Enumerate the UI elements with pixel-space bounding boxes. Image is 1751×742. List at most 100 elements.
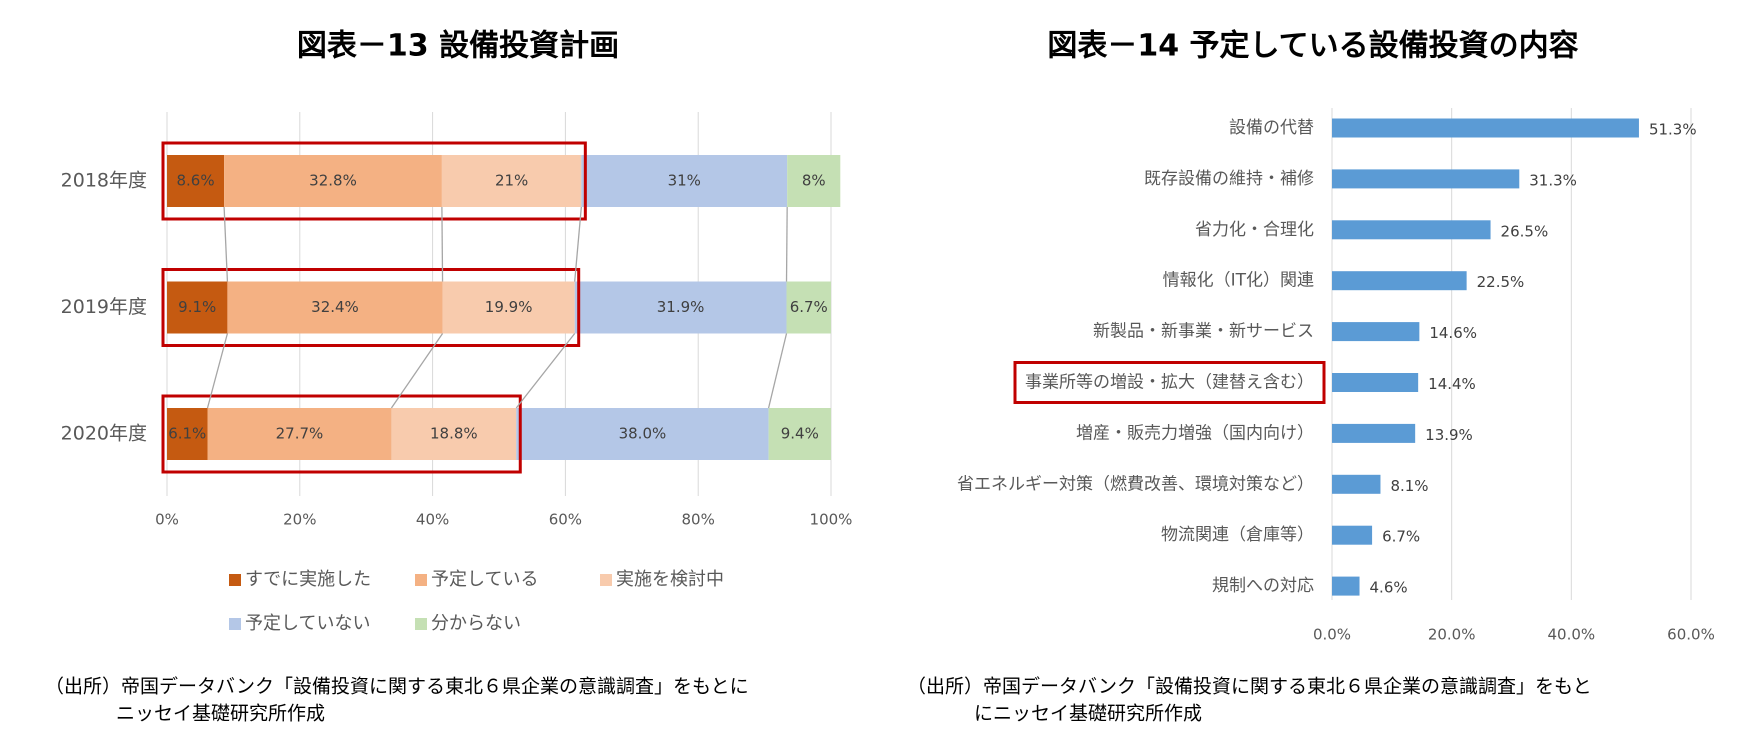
connector	[223, 206, 229, 282]
y-tick-label: 事業所等の増設・拡大（建替え含む）	[1025, 373, 1314, 393]
value-label: 22.5%	[1477, 273, 1525, 291]
value-label: 8.6%	[176, 172, 214, 190]
legend-swatch	[415, 618, 427, 630]
legend-label: すでに実施した	[245, 569, 371, 590]
legend-swatch	[415, 574, 427, 586]
bar	[1332, 373, 1419, 392]
y-tick-label: 2020年度	[61, 423, 147, 445]
bar-segment	[787, 155, 841, 207]
connector	[785, 206, 788, 282]
bar-segment	[768, 408, 831, 460]
x-tick-label: 20%	[283, 511, 316, 529]
bar-segment	[167, 155, 225, 207]
x-tick-label: 80%	[682, 511, 715, 529]
bar	[1332, 118, 1639, 138]
highlight-box	[1013, 361, 1326, 404]
y-tick-label: 新製品・新事業・新サービス	[1093, 322, 1314, 342]
value-label: 14.4%	[1428, 375, 1476, 393]
bar-segment	[516, 408, 769, 460]
bar-segment	[167, 281, 228, 334]
value-label: 32.4%	[311, 298, 359, 316]
bar-segment	[441, 155, 582, 207]
connector	[441, 206, 444, 282]
value-label: 13.9%	[1425, 426, 1473, 444]
y-tick-label: 省エネルギー対策（燃費改善、環境対策など）	[957, 474, 1314, 494]
x-tick-label: 60%	[549, 511, 582, 529]
value-label: 9.4%	[781, 425, 819, 443]
chart-title: 図表－13 設備投資計画	[297, 29, 619, 64]
bar	[1332, 474, 1381, 494]
bar	[1332, 423, 1416, 443]
source-note: ニッセイ基礎研究所作成	[116, 703, 325, 725]
chart-title: 図表－14 予定している設備投資の内容	[1047, 29, 1578, 64]
bar	[1332, 576, 1360, 596]
value-label: 8%	[802, 172, 826, 190]
highlight-box	[161, 141, 587, 221]
legend-label: 予定している	[431, 569, 538, 590]
x-tick-label: 100%	[810, 511, 853, 529]
x-tick-label: 60.0%	[1667, 626, 1715, 644]
value-label: 31%	[668, 172, 701, 190]
legend-swatch	[600, 574, 612, 586]
y-tick-label: 物流関連（倉庫等）	[1161, 525, 1314, 545]
value-label: 4.6%	[1370, 579, 1408, 597]
legend-label: 予定していない	[245, 613, 370, 634]
y-tick-label: 2019年度	[61, 296, 147, 318]
value-label: 6.7%	[790, 298, 828, 316]
bar-segment	[224, 155, 442, 207]
value-label: 9.1%	[178, 298, 216, 316]
y-tick-label: 増産・販売力増強（国内向け）	[1076, 423, 1314, 443]
value-label: 26.5%	[1501, 222, 1549, 240]
bar	[1332, 220, 1491, 240]
highlight-box	[161, 394, 522, 474]
connector	[574, 206, 582, 282]
legend-label: 実施を検討中	[616, 569, 724, 590]
bar-segment	[442, 281, 575, 334]
connector	[767, 333, 788, 409]
y-tick-label: 2018年度	[61, 170, 147, 192]
bar-segment	[574, 281, 787, 334]
y-tick-label: 情報化（IT化）関連	[1163, 271, 1314, 291]
bar	[1332, 169, 1520, 189]
bar	[1332, 271, 1467, 291]
highlight-box	[161, 268, 581, 347]
legend-swatch	[229, 574, 241, 586]
bar-segment	[207, 408, 392, 460]
value-label: 27.7%	[276, 425, 324, 443]
bar-segment	[227, 281, 443, 334]
connector	[515, 333, 576, 409]
connector	[390, 333, 444, 409]
x-tick-label: 20.0%	[1428, 626, 1476, 644]
x-tick-label: 0%	[155, 511, 179, 529]
x-tick-label: 40%	[416, 511, 449, 529]
bar-segment	[167, 408, 208, 460]
y-tick-label: 省力化・合理化	[1195, 220, 1314, 240]
bar-segment	[391, 408, 517, 460]
value-label: 6.7%	[1382, 528, 1420, 546]
legend-label: 分からない	[431, 613, 521, 634]
y-tick-label: 既存設備の維持・補修	[1144, 169, 1314, 189]
value-label: 31.9%	[657, 298, 705, 316]
bar	[1332, 322, 1420, 342]
source-note: にニッセイ基礎研究所作成	[974, 703, 1202, 725]
legend-swatch	[229, 618, 241, 630]
source-note: （出所）帝国データバンク「設備投資に関する東北６県企業の意識調査」をもと	[907, 676, 1592, 698]
x-tick-label: 40.0%	[1548, 626, 1596, 644]
value-label: 8.1%	[1390, 477, 1428, 495]
value-label: 31.3%	[1529, 171, 1577, 189]
value-label: 6.1%	[168, 425, 206, 443]
value-label: 38.0%	[619, 425, 667, 443]
value-label: 21%	[495, 172, 528, 190]
value-label: 18.8%	[430, 425, 478, 443]
y-tick-label: 規制への対応	[1212, 576, 1314, 596]
value-label: 51.3%	[1649, 121, 1697, 139]
bar-segment	[581, 155, 788, 207]
value-label: 14.6%	[1429, 324, 1477, 342]
connector	[206, 333, 229, 409]
value-label: 19.9%	[485, 298, 533, 316]
source-note: （出所）帝国データバンク「設備投資に関する東北６県企業の意識調査」をもとに	[45, 676, 749, 698]
y-tick-label: 設備の代替	[1229, 118, 1314, 138]
bar	[1332, 525, 1373, 545]
value-label: 32.8%	[309, 172, 357, 190]
